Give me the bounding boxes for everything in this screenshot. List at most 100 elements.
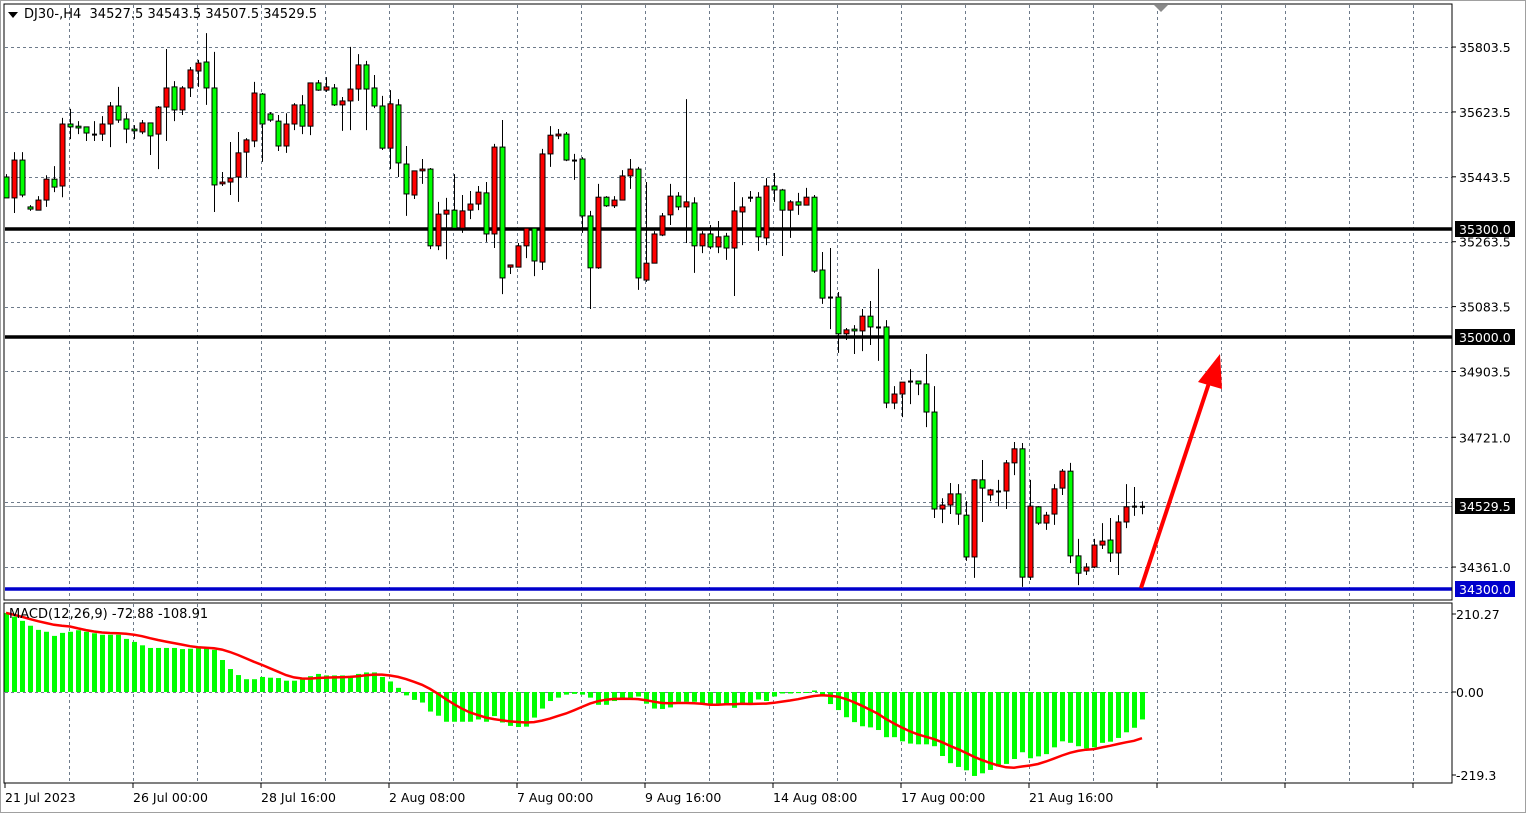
macd-histogram-bar (316, 673, 321, 692)
candle (635, 166, 642, 290)
macd-tick-label: 210.27 (1456, 607, 1500, 622)
macd-histogram-bar (276, 678, 281, 692)
candle (803, 187, 810, 206)
macd-histogram-bar (1124, 692, 1129, 733)
candle-body-up (763, 185, 770, 239)
macd-histogram-bar (1140, 692, 1145, 720)
candle-body-down (691, 202, 698, 247)
candle (715, 220, 722, 254)
candle-body-down (771, 185, 778, 191)
candle-body-up (843, 329, 850, 335)
candle-body-up (491, 146, 498, 235)
chart-shift-marker-icon[interactable] (1154, 5, 1168, 12)
candle (427, 167, 434, 250)
price-tick-label: 35083.5 (1459, 300, 1511, 315)
candle (555, 129, 562, 140)
candle (1043, 511, 1050, 530)
macd-histogram-bar (500, 692, 505, 723)
macd-histogram-bar (156, 647, 161, 692)
annotation-arrow-icon (1139, 354, 1222, 589)
candle (51, 166, 58, 193)
candle (35, 196, 42, 211)
macd-histogram-bar (948, 692, 953, 764)
candle-body-up (59, 123, 66, 187)
candle (267, 112, 274, 122)
candle (1132, 487, 1137, 516)
candle-body-down (1075, 555, 1082, 574)
candle (451, 174, 458, 229)
macd-histogram-bar (996, 692, 1001, 767)
candle (315, 80, 322, 91)
candle-body-up (859, 315, 866, 332)
macd-histogram-bar (292, 680, 297, 692)
price-tick-label: 35263.5 (1459, 235, 1511, 250)
candle-body-up (619, 175, 626, 201)
candle-body-down (707, 233, 714, 248)
macd-name: MACD(12,26,9) (9, 607, 108, 622)
candle-body-up (307, 82, 314, 127)
candle (491, 143, 498, 249)
candle-body-down (1107, 539, 1114, 554)
macd-histogram-bar (372, 672, 377, 692)
candle (219, 171, 226, 187)
candle-body-down (563, 133, 570, 161)
candle (931, 386, 938, 519)
candle (11, 152, 18, 214)
macd-histogram-bar (460, 692, 465, 722)
level-label-box (1455, 581, 1515, 597)
candle-body-down (403, 163, 410, 195)
macd-label: MACD(12,26,9) -72.88 -108.91 (9, 607, 208, 622)
macd-histogram-bar (708, 692, 713, 705)
candle-body-down (331, 87, 338, 106)
current-price-label-box (1455, 498, 1515, 514)
candle-body-down (587, 215, 594, 269)
macd-histogram-bar (692, 692, 697, 702)
candle (819, 251, 826, 304)
macd-histogram-bar (924, 692, 929, 745)
candle (539, 148, 546, 271)
macd-histogram-bar (1044, 692, 1049, 755)
macd-histogram-bar (332, 675, 337, 692)
candle-body-down (315, 82, 322, 91)
macd-histogram-bar (676, 692, 681, 702)
macd-histogram-bar (716, 692, 721, 705)
macd-histogram-bar (1084, 692, 1089, 749)
macd-histogram-bar (364, 672, 369, 692)
current-price-label: 34529.5 (1459, 499, 1511, 514)
macd-histogram-bar (300, 678, 305, 692)
candle (1067, 462, 1074, 564)
candle (1115, 515, 1122, 575)
candle (19, 152, 26, 198)
candle-body-down (499, 146, 506, 279)
macd-histogram-bar (100, 634, 105, 692)
macd-histogram-bar (204, 647, 209, 692)
candle-body-down (67, 123, 74, 128)
candle (579, 157, 586, 233)
dropdown-triangle-icon[interactable] (8, 11, 18, 18)
candle (235, 131, 242, 202)
candle (547, 126, 554, 167)
macd-histogram-bar (572, 692, 577, 694)
macd-histogram-bar (340, 675, 345, 692)
candle (1019, 443, 1026, 587)
macd-histogram-bar (860, 692, 865, 727)
candle-body-down (147, 122, 154, 137)
candle-body-down (923, 383, 930, 413)
candle-body-down (395, 104, 402, 164)
symbol-timeframe: DJ30-,H4 (24, 7, 82, 22)
macd-histogram-bar (348, 675, 353, 692)
macd-histogram-bar (740, 692, 745, 704)
macd-histogram-bar (940, 692, 945, 757)
macd-histogram-bar (188, 648, 193, 692)
candle (331, 83, 338, 106)
macd-histogram-bar (228, 669, 233, 692)
candle (611, 196, 618, 209)
candle-body-down (867, 315, 874, 328)
candle (203, 33, 210, 105)
candle (227, 142, 234, 196)
candle (283, 113, 290, 153)
candle-body-up (355, 64, 362, 90)
candle (939, 498, 946, 524)
candle-body-up (155, 106, 162, 135)
